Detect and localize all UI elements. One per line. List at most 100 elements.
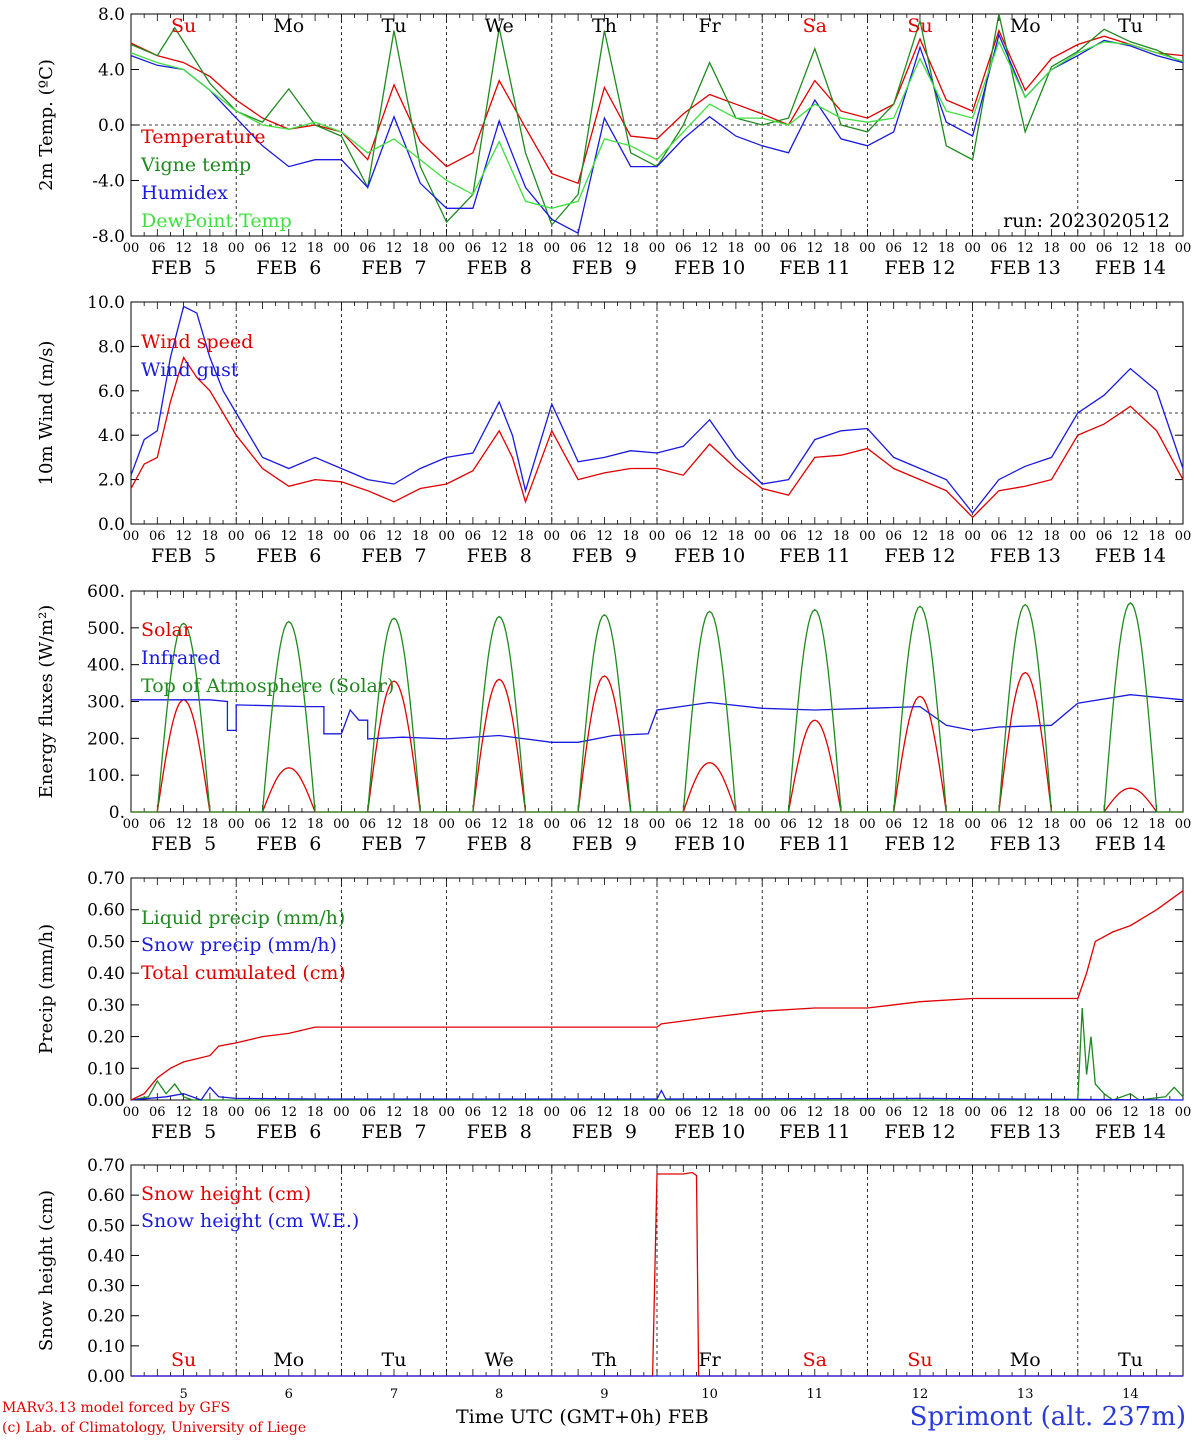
date-label: FEB 13 bbox=[990, 257, 1061, 279]
date-label: FEB 5 bbox=[151, 545, 216, 567]
hour-tick-label: 06 bbox=[570, 817, 587, 832]
day-name-label: Sa bbox=[803, 15, 827, 37]
date-label: FEB 6 bbox=[256, 833, 321, 855]
hour-tick-label: 06 bbox=[359, 529, 376, 544]
date-label: FEB 14 bbox=[1095, 1121, 1166, 1143]
date-label: FEB 11 bbox=[779, 833, 850, 855]
hour-tick-label: 12 bbox=[386, 817, 403, 832]
hour-tick-label: 00 bbox=[1175, 817, 1192, 832]
hour-tick-label: 00 bbox=[964, 1105, 981, 1120]
hour-tick-label: 00 bbox=[438, 529, 455, 544]
hour-tick-label: 18 bbox=[517, 1105, 534, 1120]
hour-tick-label: 12 bbox=[175, 529, 192, 544]
y-tick-label: 0.20 bbox=[87, 1028, 125, 1048]
legend-entry: Wind gust bbox=[141, 359, 239, 381]
hour-tick-label: 00 bbox=[964, 241, 981, 256]
hour-tick-label: 18 bbox=[517, 817, 534, 832]
y-tick-label: 600. bbox=[87, 582, 125, 602]
hour-tick-label: 12 bbox=[596, 241, 613, 256]
hour-tick-label: 00 bbox=[859, 817, 876, 832]
hour-tick-label: 06 bbox=[465, 241, 482, 256]
hour-tick-label: 06 bbox=[1096, 1105, 1113, 1120]
date-label: FEB 11 bbox=[779, 1121, 850, 1143]
hour-tick-label: 00 bbox=[649, 817, 666, 832]
hour-tick-label: 18 bbox=[1043, 241, 1060, 256]
hour-tick-label: 06 bbox=[254, 817, 271, 832]
hour-tick-label: 12 bbox=[912, 1105, 929, 1120]
hour-tick-label: 00 bbox=[438, 241, 455, 256]
hour-tick-label: 12 bbox=[1017, 817, 1034, 832]
legend-entry: DewPoint Temp bbox=[141, 210, 292, 232]
legend-entry: Liquid precip (mm/h) bbox=[141, 907, 345, 929]
hour-tick-label: 00 bbox=[1175, 1105, 1192, 1120]
hour-tick-label: 18 bbox=[307, 817, 324, 832]
hour-tick-label: 00 bbox=[859, 241, 876, 256]
hour-tick-label: 00 bbox=[754, 529, 771, 544]
date-label: FEB 9 bbox=[572, 545, 637, 567]
hour-tick-label: 18 bbox=[728, 1105, 745, 1120]
y-axis-title: 2m Temp. (ºC) bbox=[36, 59, 57, 191]
hour-tick-label: 06 bbox=[465, 529, 482, 544]
hour-tick-label: 18 bbox=[728, 817, 745, 832]
y-tick-label: 0.40 bbox=[87, 1246, 125, 1266]
hour-tick-label: 18 bbox=[307, 529, 324, 544]
hour-tick-label: 18 bbox=[202, 529, 219, 544]
y-tick-label: 0.60 bbox=[87, 1186, 125, 1206]
hour-tick-label: 06 bbox=[885, 1105, 902, 1120]
y-tick-label: 0.00 bbox=[87, 1091, 125, 1111]
day-number-label: 10 bbox=[701, 1387, 718, 1402]
date-label: FEB 6 bbox=[256, 545, 321, 567]
day-number-label: 14 bbox=[1122, 1387, 1139, 1402]
hour-tick-label: 00 bbox=[544, 817, 561, 832]
hour-tick-label: 18 bbox=[1148, 241, 1165, 256]
day-name-label: Su bbox=[907, 15, 932, 37]
y-tick-label: 4.0 bbox=[98, 426, 125, 446]
hour-tick-label: 00 bbox=[123, 1105, 140, 1120]
hour-tick-label: 18 bbox=[1043, 1105, 1060, 1120]
date-label: FEB 12 bbox=[884, 1121, 955, 1143]
hour-tick-label: 06 bbox=[1096, 817, 1113, 832]
hour-tick-label: 18 bbox=[1148, 1105, 1165, 1120]
hour-tick-label: 00 bbox=[228, 817, 245, 832]
y-tick-label: 400. bbox=[87, 656, 125, 676]
legend-entry: Top of Atmosphere (Solar) bbox=[141, 675, 394, 697]
hour-tick-label: 18 bbox=[412, 529, 429, 544]
hour-tick-label: 18 bbox=[202, 817, 219, 832]
hour-tick-label: 06 bbox=[991, 529, 1008, 544]
hour-tick-label: 18 bbox=[833, 817, 850, 832]
y-tick-label: 0.70 bbox=[87, 1156, 125, 1176]
hour-tick-label: 12 bbox=[912, 241, 929, 256]
y-tick-label: 0.10 bbox=[87, 1337, 125, 1357]
y-tick-label: 0.50 bbox=[87, 1216, 125, 1236]
hour-tick-label: 18 bbox=[622, 241, 639, 256]
y-tick-label: 200. bbox=[87, 729, 125, 749]
hour-tick-label: 06 bbox=[675, 1105, 692, 1120]
hour-tick-label: 00 bbox=[123, 817, 140, 832]
hour-tick-label: 00 bbox=[649, 241, 666, 256]
y-axis-title: Precip (mm/h) bbox=[36, 924, 57, 1054]
date-label: FEB 14 bbox=[1095, 257, 1166, 279]
hour-tick-label: 06 bbox=[149, 529, 166, 544]
y-tick-label: -4.0 bbox=[92, 172, 125, 192]
date-label: FEB 12 bbox=[884, 833, 955, 855]
day-name-label: Tu bbox=[1118, 1349, 1143, 1371]
hour-tick-label: 18 bbox=[938, 1105, 955, 1120]
day-name-label: Su bbox=[171, 15, 196, 37]
date-label: FEB 5 bbox=[151, 257, 216, 279]
hour-tick-label: 00 bbox=[1070, 241, 1087, 256]
hour-tick-label: 18 bbox=[412, 1105, 429, 1120]
hour-tick-label: 18 bbox=[622, 529, 639, 544]
hour-tick-label: 00 bbox=[859, 529, 876, 544]
hour-tick-label: 00 bbox=[964, 817, 981, 832]
hour-tick-label: 12 bbox=[1122, 529, 1139, 544]
day-name-label: We bbox=[485, 15, 514, 37]
day-name-label: Fr bbox=[698, 15, 721, 37]
day-name-label: Tu bbox=[1118, 15, 1143, 37]
legend-entry: Snow precip (mm/h) bbox=[141, 934, 337, 956]
y-axis-title: Snow height (cm) bbox=[36, 1190, 57, 1351]
hour-tick-label: 18 bbox=[412, 241, 429, 256]
y-tick-label: 300. bbox=[87, 693, 125, 713]
date-label: FEB 7 bbox=[361, 833, 426, 855]
hour-tick-label: 18 bbox=[938, 529, 955, 544]
date-label: FEB 8 bbox=[467, 257, 532, 279]
